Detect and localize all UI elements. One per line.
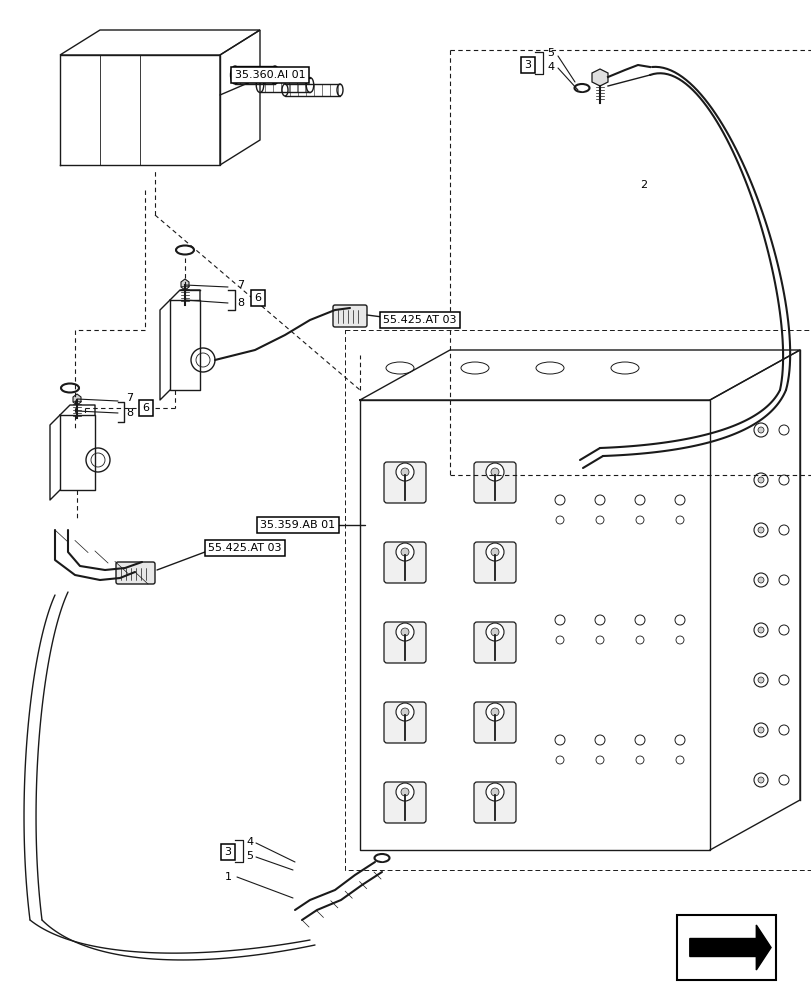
Polygon shape — [181, 279, 189, 290]
FancyBboxPatch shape — [384, 782, 426, 823]
Circle shape — [396, 783, 414, 801]
Text: 35.360.AI 01: 35.360.AI 01 — [234, 70, 305, 80]
Circle shape — [757, 477, 763, 483]
FancyBboxPatch shape — [384, 622, 426, 663]
Text: 6: 6 — [254, 293, 261, 303]
Circle shape — [757, 777, 763, 783]
Circle shape — [486, 543, 504, 561]
Circle shape — [486, 783, 504, 801]
Circle shape — [491, 788, 499, 796]
Circle shape — [778, 425, 788, 435]
Circle shape — [491, 708, 499, 716]
Text: 2: 2 — [639, 180, 646, 190]
Circle shape — [757, 727, 763, 733]
Circle shape — [757, 577, 763, 583]
Circle shape — [753, 423, 767, 437]
Circle shape — [753, 523, 767, 537]
Polygon shape — [591, 69, 607, 86]
Circle shape — [486, 703, 504, 721]
Circle shape — [778, 525, 788, 535]
Text: 3: 3 — [224, 847, 231, 857]
Circle shape — [401, 468, 409, 476]
FancyBboxPatch shape — [474, 782, 515, 823]
Circle shape — [401, 788, 409, 796]
Text: 5: 5 — [246, 851, 253, 861]
Circle shape — [753, 723, 767, 737]
Text: 7: 7 — [126, 393, 133, 403]
Circle shape — [401, 708, 409, 716]
Circle shape — [757, 527, 763, 533]
Circle shape — [396, 543, 414, 561]
FancyBboxPatch shape — [384, 462, 426, 503]
Circle shape — [757, 677, 763, 683]
Circle shape — [778, 475, 788, 485]
FancyBboxPatch shape — [333, 305, 367, 327]
Text: 5: 5 — [547, 48, 553, 58]
Text: 8: 8 — [237, 298, 244, 308]
Circle shape — [486, 623, 504, 641]
Circle shape — [778, 725, 788, 735]
Text: 4: 4 — [246, 837, 253, 847]
Circle shape — [778, 775, 788, 785]
FancyBboxPatch shape — [384, 542, 426, 583]
Circle shape — [486, 463, 504, 481]
Circle shape — [401, 548, 409, 556]
Circle shape — [491, 628, 499, 636]
Text: 35.359.AB 01: 35.359.AB 01 — [260, 520, 335, 530]
Circle shape — [491, 548, 499, 556]
Text: 4: 4 — [547, 62, 553, 72]
Text: 7: 7 — [237, 280, 244, 290]
Circle shape — [491, 468, 499, 476]
Circle shape — [401, 628, 409, 636]
Text: 6: 6 — [142, 403, 149, 413]
FancyBboxPatch shape — [116, 562, 155, 584]
Circle shape — [757, 627, 763, 633]
Text: 55.425.AT 03: 55.425.AT 03 — [208, 543, 281, 553]
Polygon shape — [73, 394, 81, 405]
Text: 55.425.AT 03: 55.425.AT 03 — [383, 315, 456, 325]
Circle shape — [396, 703, 414, 721]
Circle shape — [753, 773, 767, 787]
FancyBboxPatch shape — [474, 462, 515, 503]
Circle shape — [778, 575, 788, 585]
Circle shape — [753, 623, 767, 637]
Circle shape — [778, 625, 788, 635]
Text: 3: 3 — [524, 60, 531, 70]
Circle shape — [753, 473, 767, 487]
Text: 1: 1 — [225, 872, 232, 882]
Circle shape — [396, 623, 414, 641]
FancyBboxPatch shape — [474, 702, 515, 743]
Circle shape — [753, 573, 767, 587]
Text: 8: 8 — [126, 408, 133, 418]
FancyBboxPatch shape — [474, 542, 515, 583]
Circle shape — [396, 463, 414, 481]
FancyBboxPatch shape — [474, 622, 515, 663]
Circle shape — [778, 675, 788, 685]
Circle shape — [753, 673, 767, 687]
Circle shape — [757, 427, 763, 433]
Polygon shape — [689, 925, 770, 970]
FancyBboxPatch shape — [384, 702, 426, 743]
FancyBboxPatch shape — [676, 915, 775, 980]
